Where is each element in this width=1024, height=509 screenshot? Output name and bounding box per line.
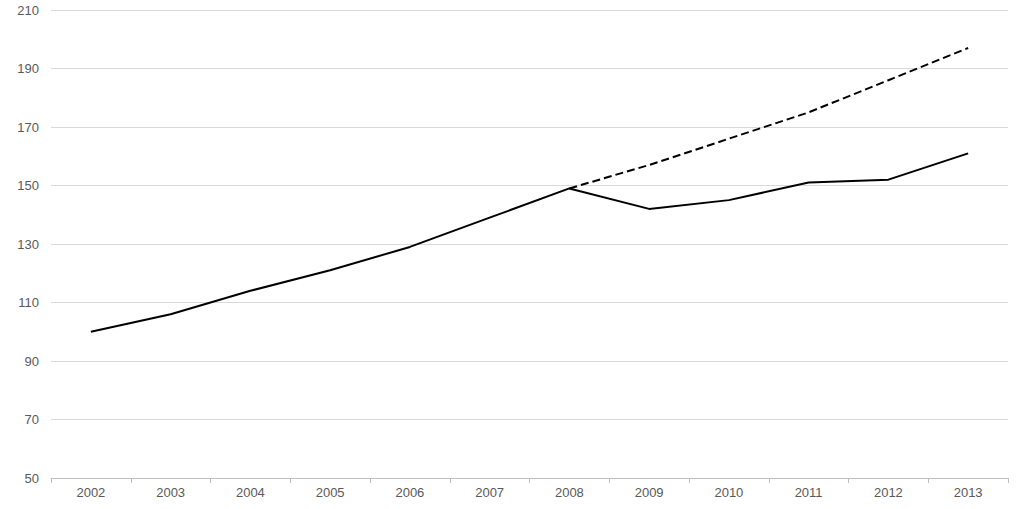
svg-text:150: 150 [17, 178, 39, 193]
svg-text:2006: 2006 [395, 485, 424, 500]
svg-text:2005: 2005 [316, 485, 345, 500]
svg-text:50: 50 [25, 471, 39, 486]
svg-text:2013: 2013 [954, 485, 983, 500]
svg-text:2009: 2009 [635, 485, 664, 500]
svg-text:90: 90 [25, 354, 39, 369]
svg-text:2002: 2002 [76, 485, 105, 500]
svg-text:2003: 2003 [156, 485, 185, 500]
svg-text:110: 110 [18, 295, 39, 310]
svg-text:170: 170 [17, 120, 39, 135]
svg-text:2004: 2004 [236, 485, 265, 500]
svg-text:2007: 2007 [475, 485, 504, 500]
svg-text:2011: 2011 [795, 485, 823, 500]
svg-text:2008: 2008 [555, 485, 584, 500]
svg-text:210: 210 [17, 3, 39, 18]
svg-text:2012: 2012 [874, 485, 903, 500]
svg-text:190: 190 [17, 61, 39, 76]
svg-text:130: 130 [17, 237, 39, 252]
svg-text:2010: 2010 [714, 485, 743, 500]
svg-text:70: 70 [25, 412, 39, 427]
